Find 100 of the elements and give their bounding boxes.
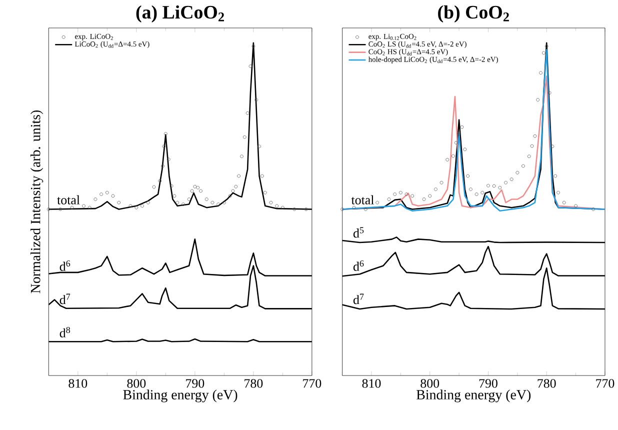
- point: [544, 44, 548, 48]
- point: [304, 207, 308, 211]
- chart-title: (a) LiCoO$_{2}$: [136, 5, 224, 22]
- x-tick-label: 790: [479, 378, 498, 388]
- point: [527, 154, 531, 158]
- x-tick-label: 800: [127, 378, 146, 388]
- point: [510, 177, 514, 181]
- x-axis-title: Binding energy (eV): [123, 389, 238, 402]
- x-tick-label: 780: [244, 378, 263, 388]
- point: [466, 174, 470, 178]
- point: [187, 197, 191, 201]
- point: [222, 200, 226, 204]
- point: [166, 157, 170, 161]
- point: [210, 200, 214, 204]
- point: [140, 204, 144, 208]
- point: [237, 174, 240, 178]
- point: [117, 200, 121, 204]
- point: [530, 144, 534, 148]
- point: [340, 207, 344, 211]
- point: [292, 207, 296, 211]
- point: [190, 189, 194, 192]
- point: [542, 50, 546, 54]
- point: [170, 184, 174, 188]
- point: [460, 125, 464, 129]
- point: [158, 179, 162, 182]
- point: [111, 194, 115, 198]
- x-tick-label: 780: [538, 378, 556, 388]
- annotation: d$^{6}$: [353, 260, 364, 271]
- x-tick-label: 800: [420, 378, 440, 388]
- point: [452, 154, 455, 158]
- point: [364, 207, 368, 211]
- point: [280, 206, 284, 210]
- point: [199, 189, 202, 192]
- point: [172, 194, 176, 198]
- point: [196, 186, 200, 190]
- point: [474, 192, 478, 196]
- annotation: d$^{7}$: [353, 294, 364, 304]
- point: [161, 164, 164, 168]
- point: [480, 190, 484, 194]
- point: [469, 187, 472, 191]
- point: [387, 197, 391, 201]
- point: [100, 192, 103, 196]
- point: [164, 132, 168, 136]
- point: [269, 200, 273, 204]
- point: [193, 184, 197, 188]
- point: [446, 158, 450, 162]
- point: [70, 206, 74, 210]
- point: [254, 98, 258, 102]
- point: [428, 194, 432, 198]
- point: [410, 194, 414, 198]
- annotation: d$^{7}$: [60, 294, 70, 304]
- point: [352, 206, 356, 210]
- point: [248, 64, 252, 68]
- annotation: d$^{6}$: [60, 260, 70, 271]
- point: [522, 164, 525, 168]
- point: [404, 192, 408, 196]
- point: [134, 206, 138, 210]
- point: [592, 207, 595, 211]
- point: [457, 132, 461, 136]
- point: [204, 197, 208, 201]
- point: [246, 111, 250, 115]
- point: [440, 180, 444, 184]
- annotation: total: [57, 195, 80, 204]
- point: [434, 187, 438, 191]
- point: [146, 200, 150, 204]
- point: [228, 194, 232, 198]
- point: [486, 184, 490, 188]
- point: [234, 184, 238, 188]
- point: [492, 184, 496, 188]
- point: [422, 197, 426, 201]
- point: [539, 70, 542, 74]
- point: [398, 190, 402, 194]
- point: [240, 154, 244, 158]
- point: [176, 200, 180, 204]
- point: [463, 147, 467, 151]
- point: [516, 170, 520, 174]
- annotation: d$^{8}$: [60, 326, 70, 338]
- x-tick-label: 810: [362, 378, 381, 388]
- point: [536, 98, 540, 102]
- point: [231, 189, 235, 192]
- point: [260, 174, 264, 178]
- point: [252, 44, 256, 48]
- x-tick-label: 810: [68, 378, 88, 388]
- point: [263, 190, 267, 194]
- point: [128, 204, 132, 208]
- point: [533, 134, 537, 138]
- point: [105, 190, 109, 194]
- point: [275, 204, 279, 208]
- annotation: d$^{5}$: [353, 227, 364, 238]
- point: [554, 174, 558, 178]
- x-tick-label: 770: [303, 378, 322, 388]
- point: [152, 185, 156, 188]
- point: [550, 144, 554, 148]
- point: [376, 200, 380, 204]
- point: [94, 197, 98, 201]
- point: [242, 135, 246, 139]
- point: [562, 200, 566, 204]
- x-tick-label: 790: [186, 378, 204, 388]
- point: [82, 204, 86, 208]
- chart-title: (b) CoO$_{2}$: [438, 5, 509, 22]
